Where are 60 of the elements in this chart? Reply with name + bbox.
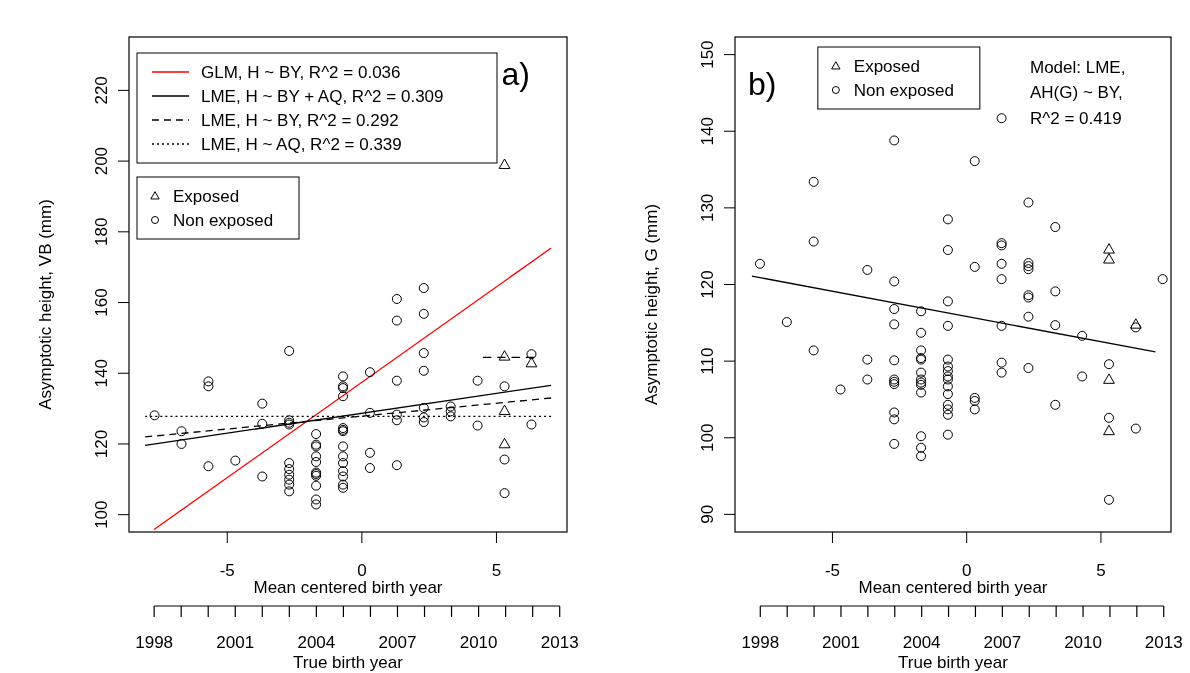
point	[1103, 424, 1115, 436]
x-tick-label: 0	[961, 561, 972, 580]
x-tick-label: 5	[491, 561, 502, 580]
x2-tick-label: 2007	[983, 633, 1022, 652]
x2-tick-label: 2001	[822, 633, 860, 652]
point	[1103, 373, 1115, 384]
y-tick-label: 200	[92, 146, 111, 176]
legend-label: Exposed	[853, 57, 921, 76]
y-tick-label: 140	[92, 359, 111, 388]
y-tick-label: 110	[698, 347, 717, 375]
legend-label: Exposed	[173, 187, 240, 206]
legend-label: GLM, H ~ BY, R^2 = 0.036	[201, 63, 401, 82]
y-tick-label: 100	[698, 423, 717, 452]
x2-tick-label: 2004	[902, 633, 941, 652]
point	[498, 404, 511, 416]
point	[498, 350, 511, 361]
y-tick-label: 120	[698, 270, 717, 299]
annotation: b)	[748, 66, 777, 102]
x2-axis-title: True birth year	[293, 653, 404, 672]
y-tick-label: 140	[698, 117, 717, 146]
y-tick-label: 120	[92, 429, 111, 459]
point	[1103, 253, 1115, 264]
point	[498, 437, 511, 449]
x-tick-label: -5	[824, 561, 841, 580]
legend-label: Non exposed	[173, 211, 274, 230]
annotation: R^2 = 0.419	[1030, 109, 1122, 128]
annotation: AH(G) ~ BY,	[1030, 83, 1123, 102]
y-axis-title: Asymptotic height, G (mm)	[642, 203, 661, 406]
legend-label: LME, H ~ BY + AQ, R^2 = 0.309	[201, 87, 444, 106]
x2-tick-label: 1998	[135, 633, 174, 652]
y-tick-label: 150	[698, 40, 717, 69]
x2-tick-label: 2007	[378, 633, 417, 652]
x2-tick-label: 2013	[540, 633, 579, 652]
legend-label: LME, H ~ AQ, R^2 = 0.339	[201, 135, 402, 154]
point	[1129, 318, 1142, 329]
y-axis-title: Asymptotic height, VB (mm)	[36, 199, 55, 410]
point	[498, 158, 511, 169]
point	[1103, 243, 1115, 254]
x2-tick-label: 1998	[741, 633, 780, 652]
x-tick-label: 0	[357, 561, 367, 580]
x2-tick-label: 2004	[297, 633, 336, 652]
y-tick-label: 180	[92, 217, 111, 247]
x-axis-title: Mean centered birth year	[253, 578, 443, 597]
legend-label: Non exposed	[853, 81, 955, 100]
x-tick-label: -5	[219, 561, 235, 580]
x-tick-label: 5	[1096, 561, 1106, 580]
annotation: a)	[501, 56, 530, 92]
x2-tick-label: 2010	[459, 633, 498, 652]
x-axis-title: Mean centered birth year	[858, 578, 1048, 597]
y-tick-label: 220	[92, 76, 111, 105]
x2-tick-label: 2010	[1064, 633, 1102, 652]
annotation: Model: LME,	[1030, 58, 1126, 77]
y-tick-label: 100	[92, 500, 111, 529]
y-tick-label: 160	[92, 288, 111, 317]
x2-tick-label: 2001	[216, 633, 255, 652]
y-tick-label: 90	[698, 504, 717, 524]
x2-tick-label: 2013	[1144, 633, 1183, 652]
x2-axis-title: True birth year	[898, 653, 1009, 672]
legend-label: LME, H ~ BY, R^2 = 0.292	[201, 111, 399, 130]
y-tick-label: 130	[698, 193, 717, 223]
